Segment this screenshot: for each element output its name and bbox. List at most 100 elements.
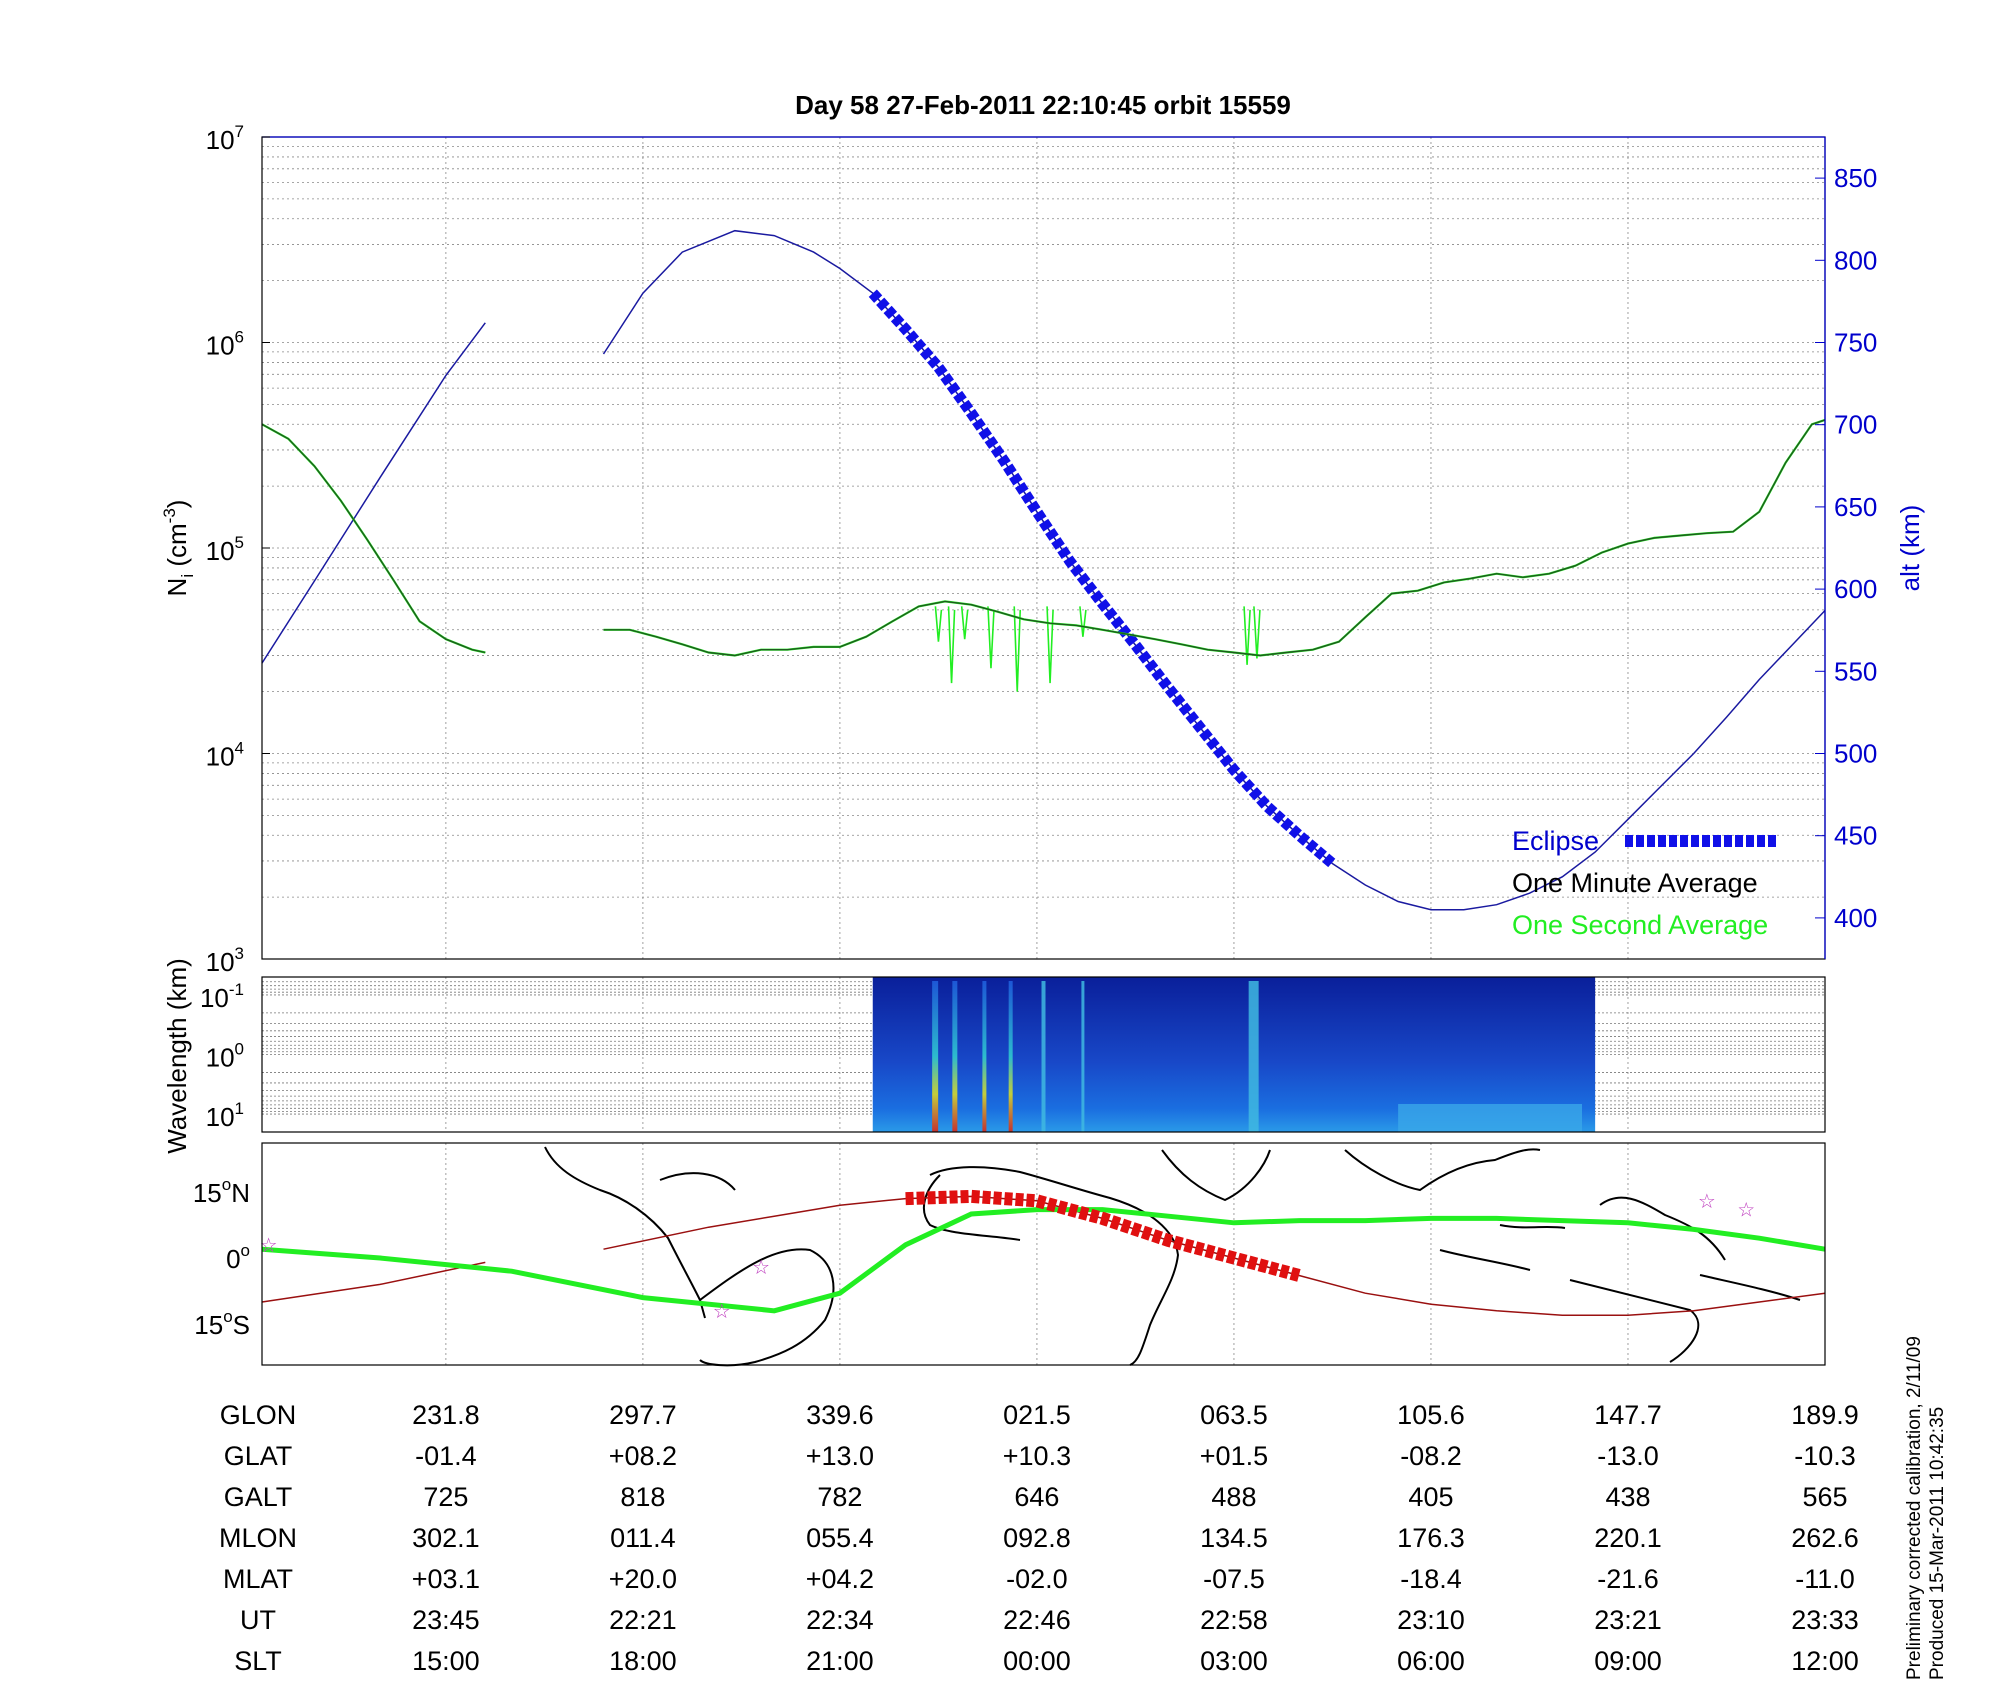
spectrogram-frame bbox=[261, 976, 1826, 1133]
coast-south-america bbox=[699, 1248, 835, 1367]
table-cell: +08.2 bbox=[609, 1441, 677, 1471]
orbit-table: GLON 231.8 297.7 339.6 021.5 063.5 105.6 147.7 1… bbox=[219, 1400, 1859, 1676]
left-tick-label: 107 bbox=[206, 122, 244, 155]
table-cell: -01.4 bbox=[415, 1441, 477, 1471]
table-cell: 09:00 bbox=[1594, 1646, 1662, 1676]
coast-horn-africa bbox=[1161, 1149, 1271, 1202]
spectro-streak bbox=[1041, 981, 1046, 1132]
star-marker: ☆ bbox=[1737, 1198, 1755, 1222]
table-cell: +04.2 bbox=[806, 1564, 874, 1594]
table-cell: 22:21 bbox=[609, 1605, 677, 1635]
table-cell: 220.1 bbox=[1594, 1523, 1662, 1553]
left-tick-label: 103 bbox=[206, 944, 244, 977]
table-cell: 262.6 bbox=[1791, 1523, 1859, 1553]
table-cell: 231.8 bbox=[412, 1400, 480, 1430]
right-tick-label: 650 bbox=[1834, 492, 1877, 522]
ground-track-line bbox=[261, 1207, 1826, 1314]
table-cell: 818 bbox=[620, 1482, 665, 1512]
table-cell: -08.2 bbox=[1400, 1441, 1462, 1471]
right-tick-label: 450 bbox=[1834, 821, 1877, 851]
one-second-dip bbox=[960, 606, 969, 640]
map-tick-label: 15oS bbox=[194, 1307, 250, 1340]
table-cell: 15:00 bbox=[412, 1646, 480, 1676]
spectro-streak bbox=[1248, 981, 1259, 1132]
table-cell: 011.4 bbox=[610, 1523, 676, 1553]
right-tick-label: 700 bbox=[1834, 410, 1877, 440]
table-cell: 488 bbox=[1211, 1482, 1256, 1512]
table-cell: 063.5 bbox=[1200, 1400, 1268, 1430]
right-tick-label: 400 bbox=[1834, 903, 1877, 933]
coast-borneo bbox=[1499, 1224, 1566, 1229]
legend-one-second: One Second Average bbox=[1512, 910, 1768, 940]
density-grid bbox=[262, 137, 1826, 960]
footnote-produced: Produced 15-Mar-2011 10:42:35 bbox=[1927, 1407, 1948, 1680]
one-second-dip bbox=[947, 606, 956, 684]
coast-australia bbox=[1569, 1279, 1700, 1363]
ylabel-left: Ni (cm-3) bbox=[160, 500, 197, 597]
coast-south-asia bbox=[1344, 1148, 1541, 1192]
table-cell: 134.5 bbox=[1200, 1523, 1268, 1553]
ylabel-spectrogram: Wavelength (km) bbox=[162, 958, 192, 1154]
table-cell: +10.3 bbox=[1003, 1441, 1071, 1471]
spectrogram-streaks bbox=[932, 981, 1583, 1132]
spectro-streak bbox=[952, 981, 958, 1132]
map-grid bbox=[445, 1143, 1826, 1365]
table-cell: 565 bbox=[1802, 1482, 1847, 1512]
table-row-label: SLT bbox=[234, 1646, 282, 1676]
coast-new-guinea bbox=[1699, 1274, 1801, 1301]
table-cell: 21:00 bbox=[806, 1646, 874, 1676]
footnote-calibration: Preliminary corrected calibration, 2/11/… bbox=[1904, 1336, 1925, 1680]
coast-philippines bbox=[1599, 1196, 1726, 1261]
left-tick-label: 106 bbox=[206, 328, 244, 361]
table-cell: 405 bbox=[1408, 1482, 1453, 1512]
altitude-line bbox=[261, 322, 486, 664]
table-cell: 297.7 bbox=[609, 1400, 677, 1430]
map-tracks: ☆ ☆ ☆ ☆ ☆ bbox=[260, 1189, 1826, 1323]
table-cell: 18:00 bbox=[609, 1646, 677, 1676]
table-cell: 12:00 bbox=[1791, 1646, 1859, 1676]
spectrogram-ticks: 10-1 100 101 bbox=[200, 980, 244, 1132]
map-tick-label: 15oN bbox=[193, 1175, 250, 1208]
table-cell: 782 bbox=[817, 1482, 862, 1512]
table-cell: 23:10 bbox=[1397, 1605, 1465, 1635]
spectro-streak bbox=[1008, 981, 1013, 1132]
table-cell: 646 bbox=[1014, 1482, 1059, 1512]
table-cell: 176.3 bbox=[1397, 1523, 1465, 1553]
table-cell: +01.5 bbox=[1200, 1441, 1268, 1471]
map-frame bbox=[261, 1142, 1826, 1366]
table-cell: 22:46 bbox=[1003, 1605, 1071, 1635]
table-row-label: GALT bbox=[224, 1482, 293, 1512]
star-marker: ☆ bbox=[752, 1255, 770, 1279]
table-cell: +20.0 bbox=[609, 1564, 677, 1594]
spectro-streak bbox=[1081, 981, 1085, 1132]
table-row-label: MLAT bbox=[223, 1564, 293, 1594]
map-lat-ticks: 15oN 0o 15oS bbox=[193, 1175, 250, 1340]
table-cell: 055.4 bbox=[806, 1523, 874, 1553]
one-second-dip bbox=[1046, 606, 1054, 684]
star-marker: ☆ bbox=[1698, 1189, 1716, 1213]
spectro-band bbox=[1398, 1104, 1583, 1132]
one-second-dip bbox=[1079, 606, 1087, 637]
map-tick-label: 0o bbox=[226, 1241, 250, 1274]
table-cell: 021.5 bbox=[1003, 1400, 1071, 1430]
table-cell: 00:00 bbox=[1003, 1646, 1071, 1676]
right-tick-label: 500 bbox=[1834, 739, 1877, 769]
table-row-label: GLAT bbox=[224, 1441, 293, 1471]
table-cell: +13.0 bbox=[806, 1441, 874, 1471]
table-cell: 23:33 bbox=[1791, 1605, 1859, 1635]
one-second-dip bbox=[1253, 606, 1261, 659]
table-cell: -11.0 bbox=[1795, 1564, 1855, 1594]
spectro-tick-label: 100 bbox=[206, 1040, 244, 1073]
coast-caribbean bbox=[659, 1172, 736, 1191]
table-row-label: GLON bbox=[220, 1400, 297, 1430]
left-tick-label: 105 bbox=[206, 533, 244, 566]
left-axis-ticks: 103 104 105 106 107 bbox=[206, 122, 270, 977]
one-minute-line bbox=[261, 423, 486, 654]
table-cell: -07.5 bbox=[1203, 1564, 1265, 1594]
orbit-track-line bbox=[261, 1261, 486, 1303]
spectro-tick-label: 101 bbox=[206, 1099, 244, 1132]
eclipse-track bbox=[905, 1189, 1302, 1282]
right-tick-label: 550 bbox=[1834, 656, 1877, 686]
star-marker: ☆ bbox=[260, 1233, 278, 1257]
